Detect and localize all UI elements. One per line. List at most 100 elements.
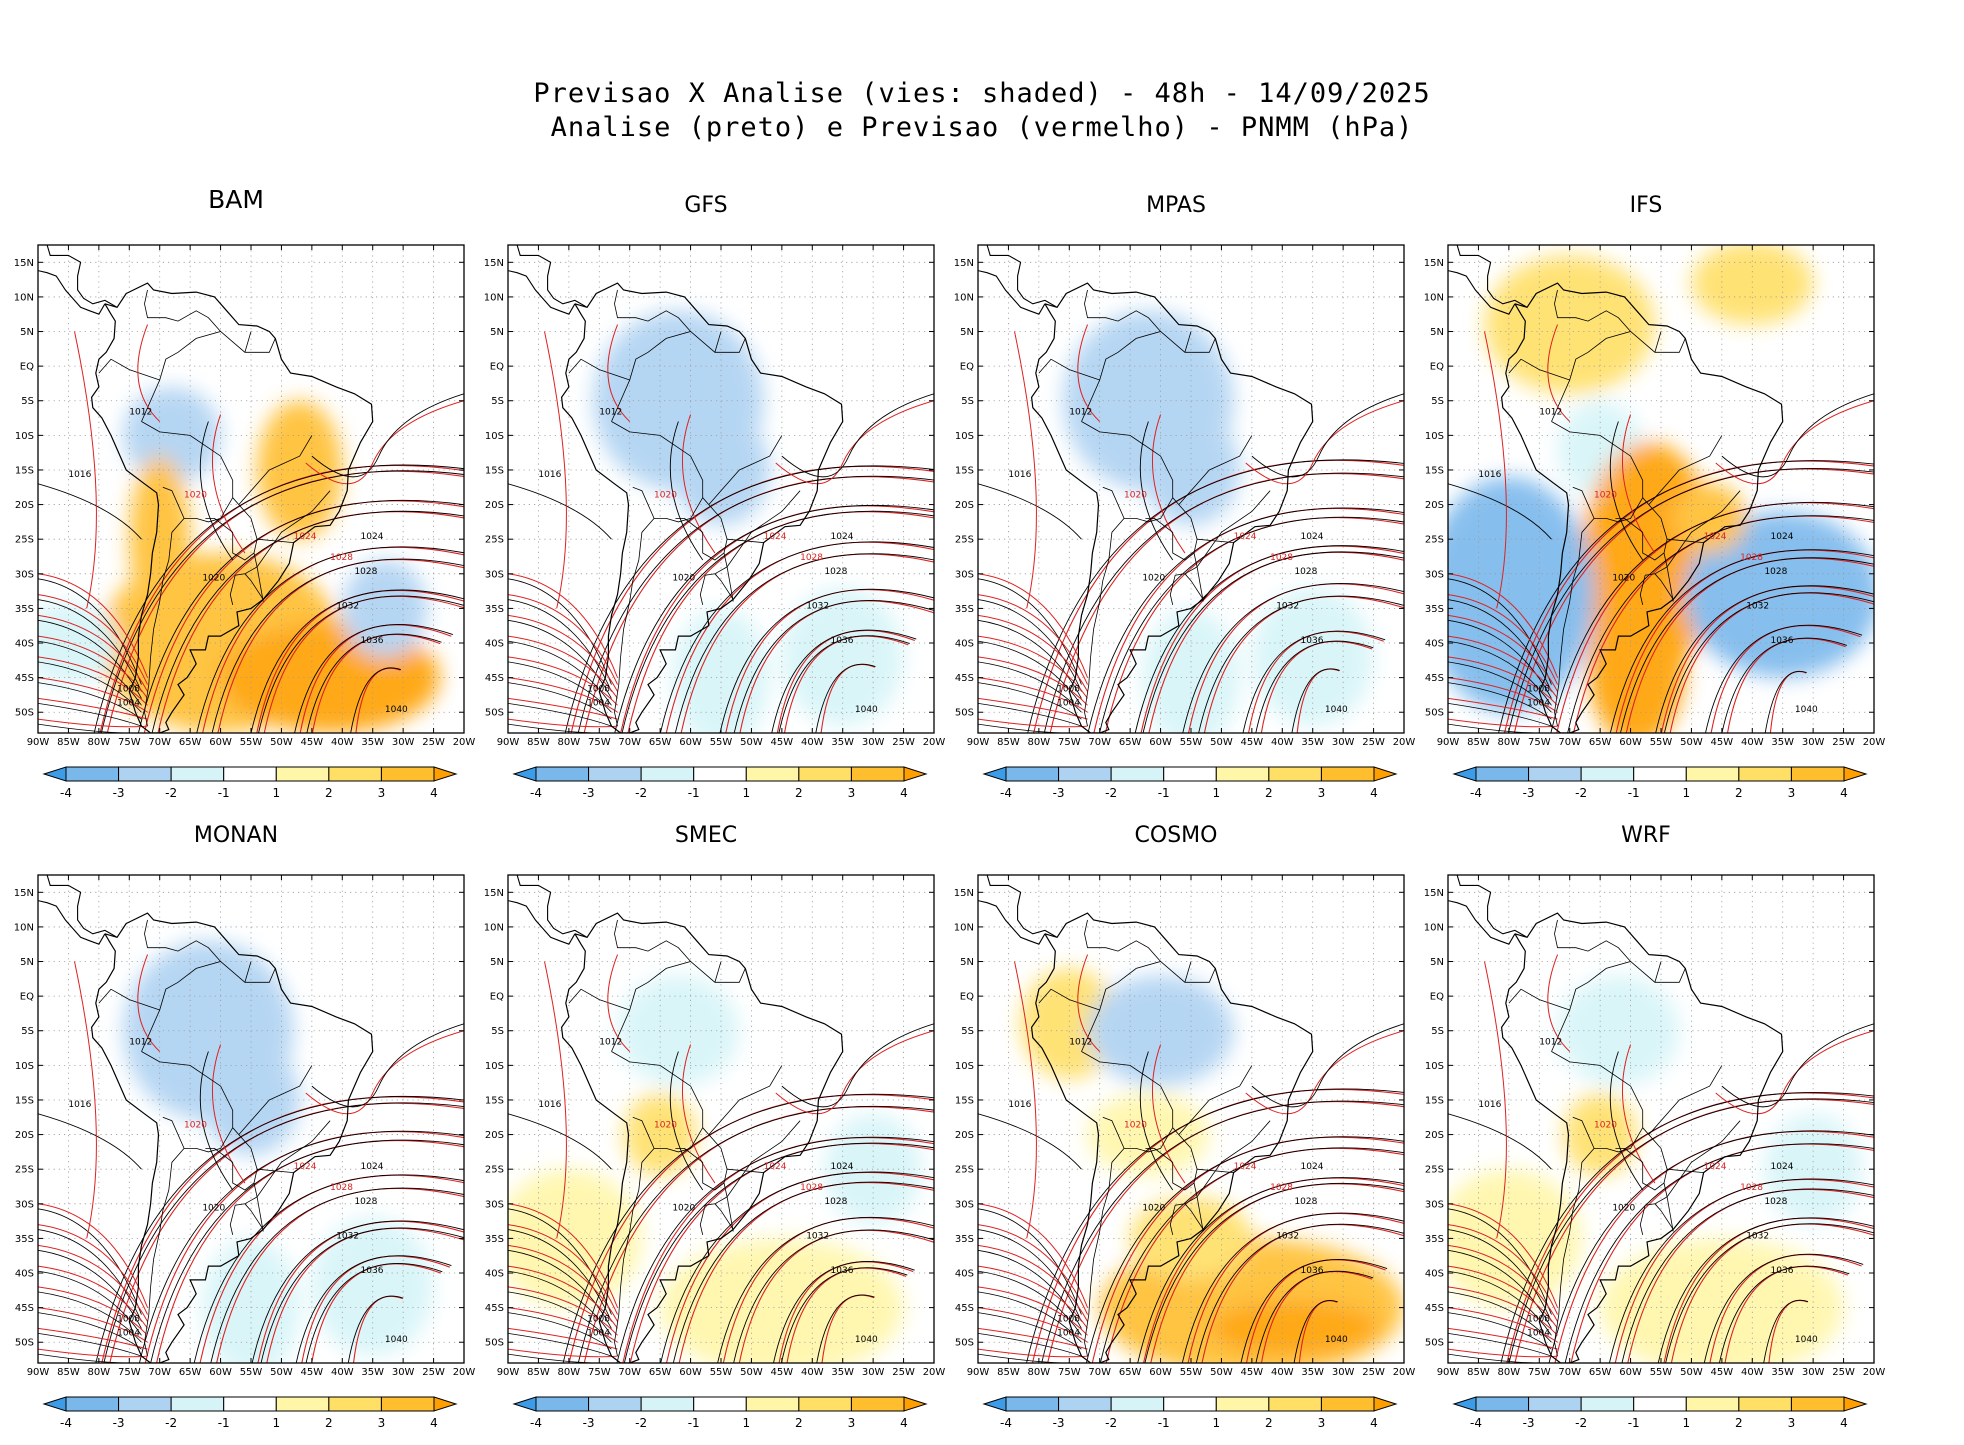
lat-label: 10S	[15, 431, 34, 442]
lat-label: 30S	[15, 569, 34, 580]
lat-label: 15S	[1425, 1095, 1444, 1106]
panel-map: 1004 1008 1012 1016 1020 1024 1028 1032 1036 1040…	[484, 874, 945, 1430]
lon-label: 65W	[179, 1367, 202, 1378]
lon-label: 65W	[649, 737, 672, 748]
isobar-label: 1024	[294, 532, 317, 542]
lat-label: 10N	[484, 292, 504, 303]
lat-label: 10N	[954, 292, 974, 303]
colorbar-segment	[42, 766, 67, 782]
lon-label: 45W	[1711, 737, 1734, 748]
panel-cosmo: COSMO 1004 1008 1012 1016 1020 1024 1028 1032 103…	[942, 823, 1416, 1445]
lon-label: 70W	[618, 737, 641, 748]
lon-label: 40W	[1741, 737, 1764, 748]
isobar-label: 1040	[855, 705, 878, 715]
lat-label: 5S	[491, 1026, 504, 1037]
isobar-label: 1024	[764, 1162, 787, 1172]
colorbar-label: 1	[1212, 1416, 1220, 1430]
lat-label: 5S	[961, 1026, 974, 1037]
colorbar-label: 2	[1265, 786, 1273, 800]
lon-label: 65W	[1119, 737, 1142, 748]
colorbar: -4 -3 -2 -1 1 2 3 4	[42, 1396, 458, 1430]
isobar-label: 1012	[599, 1038, 622, 1048]
lat-label: 15N	[954, 888, 974, 899]
lat-label: 30S	[1425, 569, 1444, 580]
colorbar: -4 -3 -2 -1 1 2 3 4	[512, 766, 928, 800]
lat-label: 40S	[15, 639, 34, 650]
lat-label: 15S	[955, 465, 974, 476]
lat-label: 20S	[485, 500, 504, 511]
colorbar-label: -4	[1470, 786, 1482, 800]
lon-label: 25W	[1832, 737, 1855, 748]
lon-label: 35W	[831, 737, 854, 748]
colorbar-segment	[1452, 766, 1477, 782]
isobar-label: 1024	[764, 532, 787, 542]
lon-label: 40W	[1271, 1367, 1294, 1378]
bias-patch	[1685, 511, 1874, 678]
colorbar-label: -2	[635, 786, 647, 800]
colorbar-label: 4	[900, 786, 908, 800]
panel-smec: SMEC 1004 1008 1012 1016 1020 1024 1028 1032 1036…	[472, 823, 946, 1445]
lat-label: 30S	[955, 569, 974, 580]
colorbar-label: -4	[530, 786, 542, 800]
colorbar-label: 1	[1682, 786, 1690, 800]
isobar-label: 1020	[1124, 491, 1147, 501]
isobar-label: 1008	[117, 1314, 140, 1324]
lon-label: 60W	[1619, 737, 1642, 748]
panel-ifs: IFS 1004 1008 1012 1016 1020 1024 1028 1032 1036 1…	[1412, 193, 1886, 815]
lat-label: 45S	[1425, 1303, 1444, 1314]
lon-label: 85W	[527, 737, 550, 748]
isobar-label: 1004	[117, 698, 140, 708]
lon-label: 90W	[967, 737, 990, 748]
lat-label: 15N	[1424, 888, 1444, 899]
panel-title: WRF	[1621, 823, 1671, 848]
isobar-label: 1004	[587, 1328, 610, 1338]
isobar-label: 1032	[1276, 1231, 1299, 1241]
lat-label: 15N	[1424, 258, 1444, 269]
isobar-label: 1036	[1301, 636, 1324, 646]
colorbar-label: -3	[1523, 1416, 1535, 1430]
lon-label: 35W	[1301, 1367, 1324, 1378]
isobar-label: 1020	[654, 1121, 677, 1131]
lat-label: 45S	[1425, 673, 1444, 684]
colorbar-label: 3	[1788, 1416, 1796, 1430]
isobar-label: 1020	[202, 1204, 225, 1214]
bias-patch	[342, 559, 428, 657]
isobar-label: 1028	[1740, 553, 1763, 563]
lat-label: 35S	[15, 1234, 34, 1245]
lon-label: 80W	[1028, 737, 1051, 748]
colorbar-segment	[275, 1396, 330, 1412]
isobar-label: 1004	[1057, 698, 1080, 708]
colorbar: -4 -3 -2 -1 1 2 3 4	[512, 1396, 928, 1430]
lon-label: 75W	[118, 737, 141, 748]
lon-label: 20W	[1863, 1367, 1886, 1378]
colorbar-segment	[1528, 1396, 1582, 1412]
colorbar-label: 3	[848, 786, 856, 800]
colorbar-label: 1	[272, 786, 280, 800]
bias-patch	[1448, 476, 1595, 713]
lon-label: 60W	[209, 737, 232, 748]
lat-label: EQ	[1430, 992, 1444, 1003]
colorbar-label: -2	[1105, 1416, 1117, 1430]
colorbar-segment	[275, 766, 330, 782]
lon-label: 60W	[1149, 1367, 1172, 1378]
lat-label: EQ	[490, 992, 504, 1003]
colorbar-segment	[1058, 1396, 1112, 1412]
lon-label: 45W	[1241, 1367, 1264, 1378]
isobar-label: 1032	[806, 601, 829, 611]
colorbar-label: 3	[848, 1416, 856, 1430]
lon-label: 20W	[923, 1367, 946, 1378]
lat-label: 10S	[955, 431, 974, 442]
colorbar-label: 1	[742, 1416, 750, 1430]
lat-label: 20S	[955, 500, 974, 511]
colorbar-segment	[433, 1396, 458, 1412]
bias-patch	[672, 414, 770, 526]
isobar-label: 1024	[1234, 532, 1257, 542]
isobar-label: 1008	[587, 1314, 610, 1324]
coastline	[90, 912, 374, 1363]
isobar-label: 1028	[1764, 567, 1787, 577]
colorbar-segment	[380, 766, 435, 782]
isobar-label: 1040	[1795, 1335, 1818, 1345]
isobar-label: 1040	[855, 1335, 878, 1345]
lon-label: 30W	[1332, 737, 1355, 748]
lat-label: 25S	[15, 535, 34, 546]
